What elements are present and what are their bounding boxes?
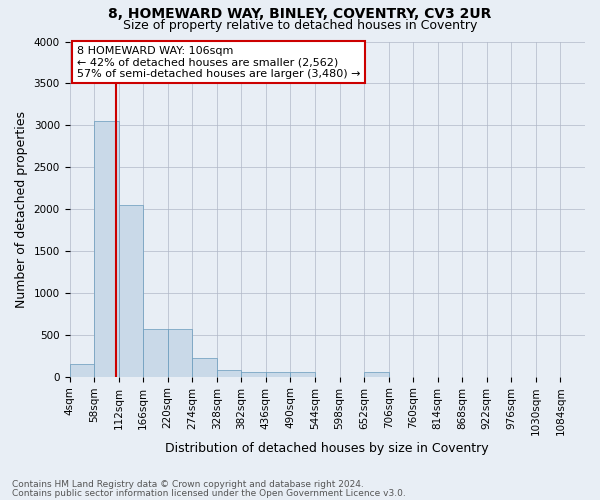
Bar — [143, 329, 168, 376]
Bar — [241, 372, 266, 376]
Text: 8, HOMEWARD WAY, BINLEY, COVENTRY, CV3 2UR: 8, HOMEWARD WAY, BINLEY, COVENTRY, CV3 2… — [109, 8, 491, 22]
Bar — [217, 370, 241, 376]
Bar — [364, 372, 389, 376]
Text: 8 HOMEWARD WAY: 106sqm
← 42% of detached houses are smaller (2,562)
57% of semi-: 8 HOMEWARD WAY: 106sqm ← 42% of detached… — [77, 46, 361, 79]
Bar — [168, 329, 192, 376]
Bar — [266, 372, 290, 376]
Text: Contains HM Land Registry data © Crown copyright and database right 2024.: Contains HM Land Registry data © Crown c… — [12, 480, 364, 489]
Bar — [94, 121, 119, 376]
Bar — [290, 372, 315, 376]
Y-axis label: Number of detached properties: Number of detached properties — [15, 110, 28, 308]
Bar — [192, 358, 217, 376]
Text: Contains public sector information licensed under the Open Government Licence v3: Contains public sector information licen… — [12, 488, 406, 498]
Bar — [70, 364, 94, 376]
Text: Size of property relative to detached houses in Coventry: Size of property relative to detached ho… — [123, 19, 477, 32]
Bar — [119, 205, 143, 376]
X-axis label: Distribution of detached houses by size in Coventry: Distribution of detached houses by size … — [166, 442, 489, 455]
